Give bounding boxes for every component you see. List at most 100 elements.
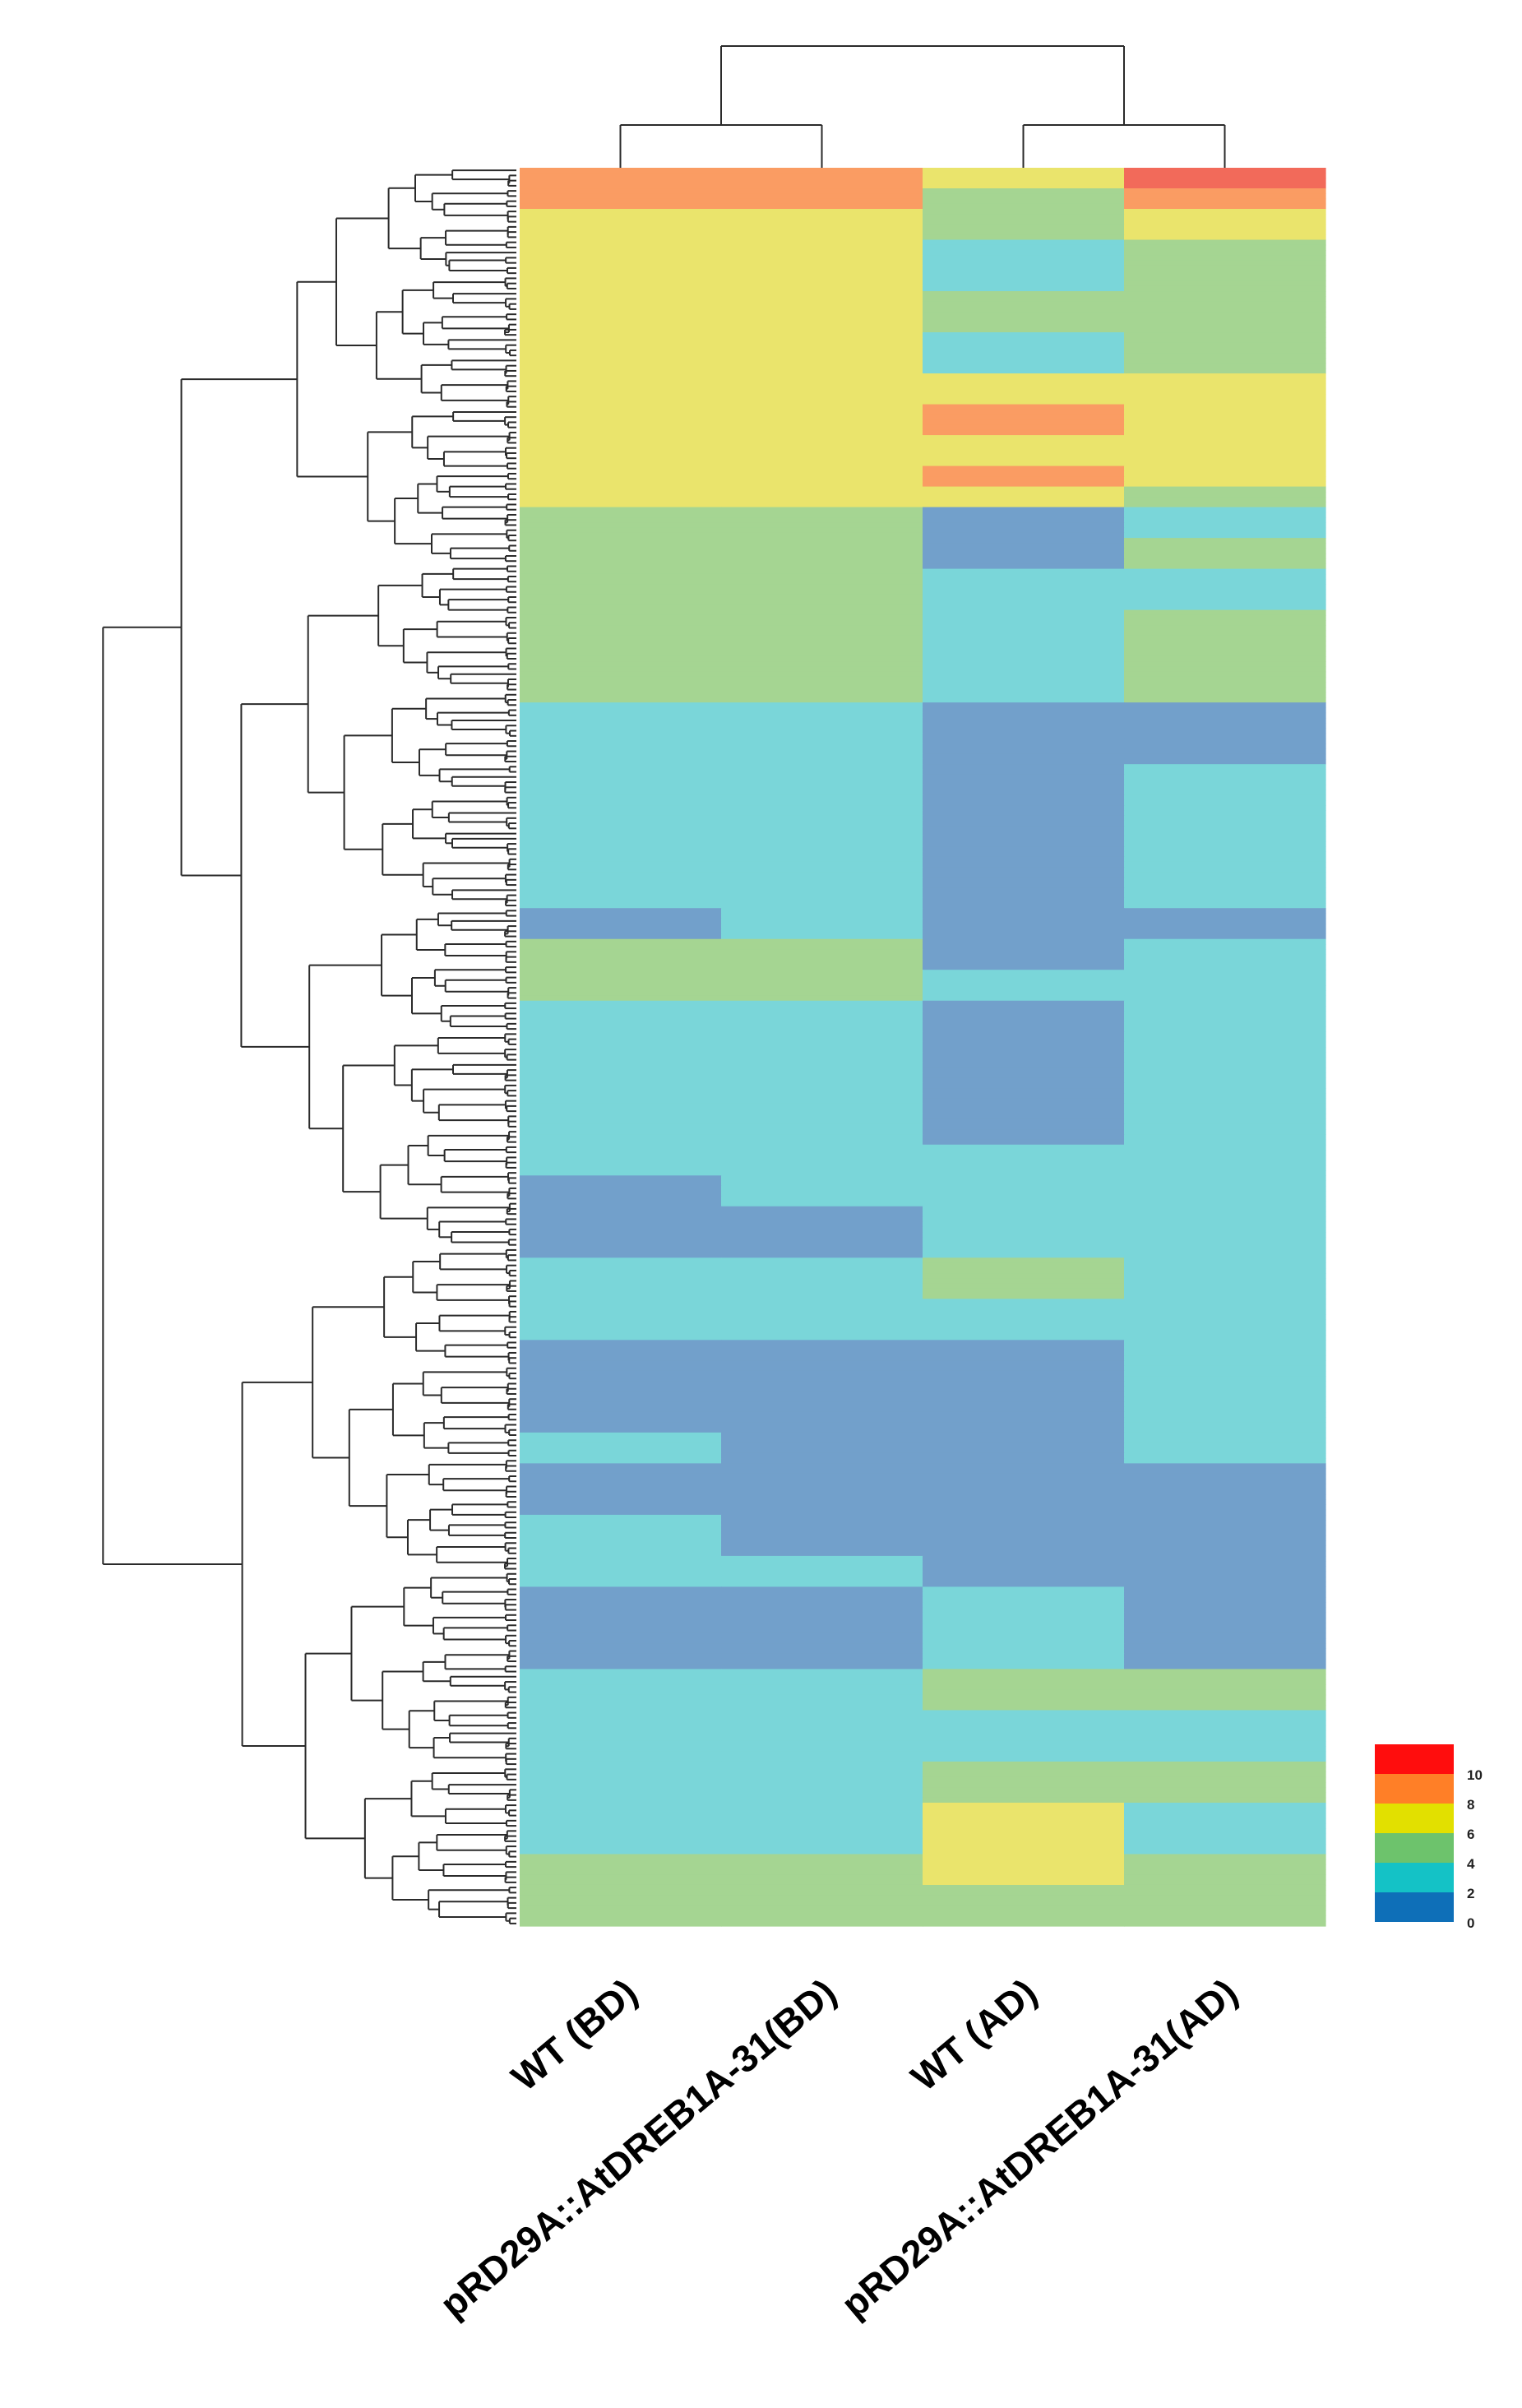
heatmap-cell [923, 1828, 1125, 1835]
heatmap-cell [520, 1201, 722, 1207]
heatmap-cell [520, 1581, 722, 1587]
heatmap-cell [1124, 1057, 1326, 1063]
heatmap-cell [1124, 1072, 1326, 1079]
heatmap-cell [721, 465, 923, 472]
heatmap-cell [721, 1787, 923, 1794]
heatmap-cell [923, 943, 1125, 950]
heatmap-cell [923, 409, 1125, 415]
heatmap-cell [721, 1900, 923, 1906]
heatmap-cell [721, 1715, 923, 1721]
heatmap-cell [721, 1114, 923, 1120]
heatmap-cell [520, 661, 722, 667]
heatmap-cell [721, 1201, 923, 1207]
heatmap-cell [520, 723, 722, 729]
heatmap-cell [721, 419, 923, 426]
heatmap-cell [520, 840, 722, 847]
heatmap-cell [520, 908, 722, 915]
heatmap-cell [923, 1221, 1125, 1228]
heatmap-cell [923, 1540, 1125, 1546]
heatmap-cell [520, 1818, 722, 1824]
heatmap-cell [923, 1031, 1125, 1038]
heatmap-cell [1124, 928, 1326, 935]
legend-swatch-6 [1375, 1804, 1454, 1833]
heatmap-cell [721, 363, 923, 369]
heatmap-cell [520, 1314, 722, 1320]
heatmap-cell [1124, 1221, 1326, 1228]
heatmap-cell [1124, 964, 1326, 970]
heatmap-cell [1124, 913, 1326, 919]
heatmap-cell [520, 970, 722, 976]
heatmap-cell [721, 867, 923, 873]
heatmap-cell [923, 1360, 1125, 1367]
heatmap-cell [520, 687, 722, 693]
heatmap-cell [520, 594, 722, 600]
heatmap-cell [923, 1499, 1125, 1505]
heatmap-cell [721, 1473, 923, 1480]
heatmap-cell [721, 1740, 923, 1747]
heatmap-cell [1124, 1134, 1326, 1141]
heatmap-cell [721, 1093, 923, 1100]
heatmap-cell [520, 1329, 722, 1336]
heatmap-cell [923, 332, 1125, 338]
heatmap-cell [721, 326, 923, 333]
heatmap-cell [520, 1160, 722, 1166]
heatmap-cell [721, 1273, 923, 1279]
heatmap-cell [520, 1057, 722, 1063]
heatmap-cell [1124, 291, 1326, 297]
heatmap-cell [721, 1535, 923, 1541]
heatmap-cell [1124, 1052, 1326, 1058]
heatmap-cell [520, 512, 722, 518]
heatmap-cell [520, 867, 722, 873]
heatmap-cell [520, 923, 722, 929]
heatmap-cell [520, 1530, 722, 1536]
heatmap-cell [1124, 826, 1326, 832]
heatmap-cell [520, 1216, 722, 1223]
heatmap-cell [721, 687, 923, 693]
heatmap-cell [1124, 409, 1326, 415]
heatmap-cell [923, 666, 1125, 673]
heatmap-cell [721, 1417, 923, 1423]
heatmap-cell [1124, 1288, 1326, 1294]
heatmap-cell [721, 748, 923, 755]
heatmap-cell [721, 1746, 923, 1753]
heatmap-cell [520, 522, 722, 529]
heatmap-cell [721, 527, 923, 534]
heatmap-cell [923, 512, 1125, 518]
heatmap-cell [721, 614, 923, 621]
heatmap-cell [923, 764, 1125, 771]
heatmap-cell [721, 1664, 923, 1670]
heatmap-cell [721, 224, 923, 230]
heatmap-cell [520, 394, 722, 400]
heatmap-cell [923, 1129, 1125, 1135]
heatmap-cell [721, 1576, 923, 1582]
heatmap-cell [923, 600, 1125, 605]
heatmap-cell [721, 1304, 923, 1310]
heatmap-cell [923, 1684, 1125, 1691]
heatmap-cell [1124, 1365, 1326, 1372]
heatmap-cell [520, 1257, 722, 1264]
heatmap-cell [923, 1586, 1125, 1593]
heatmap-cell [923, 419, 1125, 426]
heatmap-cell [721, 1319, 923, 1326]
heatmap-cell [923, 1432, 1125, 1438]
heatmap-cell [721, 1082, 923, 1089]
heatmap-cell [923, 970, 1125, 976]
heatmap-cell [1124, 1499, 1326, 1505]
heatmap-cell [721, 979, 923, 986]
heatmap-cell [923, 193, 1125, 200]
heatmap-cell [520, 1869, 722, 1876]
heatmap-cell [1124, 779, 1326, 785]
heatmap-cell [1124, 271, 1326, 276]
heatmap-cell [923, 568, 1125, 575]
heatmap-cell [923, 949, 1125, 956]
heatmap-cell [923, 682, 1125, 688]
heatmap-cell [520, 1206, 722, 1212]
heatmap-cell [1124, 1854, 1326, 1860]
heatmap-cell [520, 1802, 722, 1808]
heatmap-cell [520, 877, 722, 883]
heatmap-cell [520, 1890, 722, 1896]
heatmap-cell [520, 1669, 722, 1675]
heatmap-cell [923, 394, 1125, 400]
heatmap-cell [923, 1915, 1125, 1922]
heatmap-cell [923, 1879, 1125, 1886]
